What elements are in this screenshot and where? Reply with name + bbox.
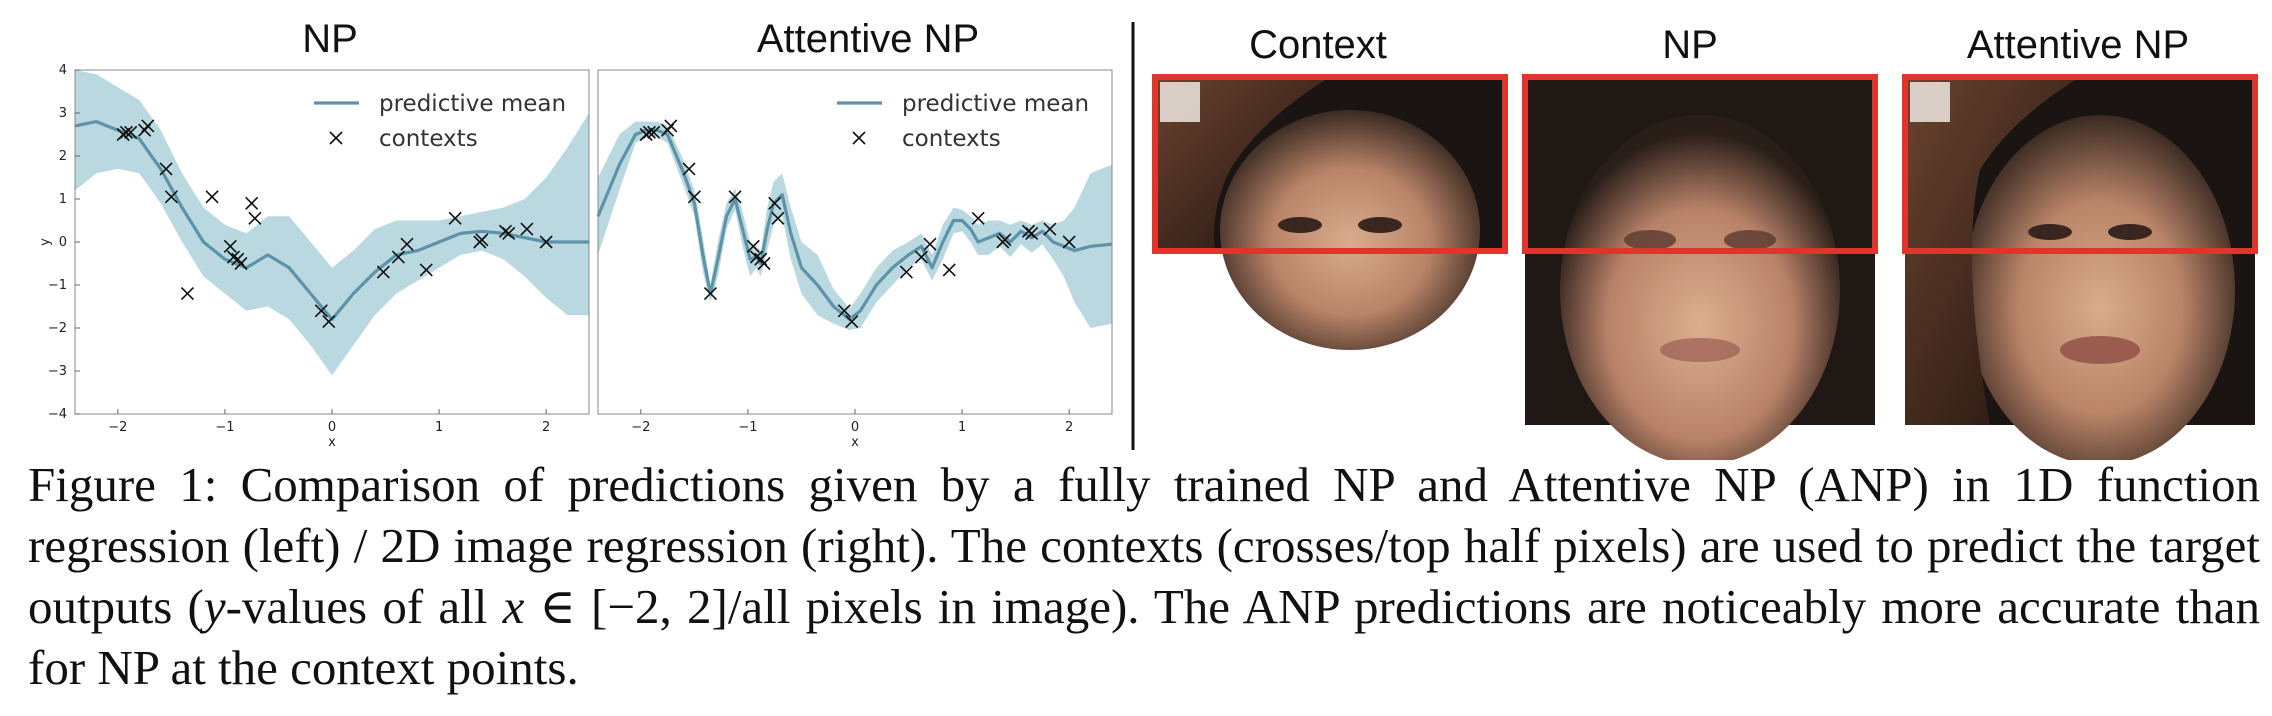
context-point xyxy=(1043,222,1057,236)
caption-text-c: /all pixels in image). The ANP predictio… xyxy=(28,579,2260,695)
context-point xyxy=(914,250,928,264)
np-highlight-box xyxy=(1522,74,1878,254)
anp-highlight-box xyxy=(1902,74,2258,254)
context-point xyxy=(124,125,138,139)
legend-mean-label: predictive mean xyxy=(379,91,566,117)
context-point xyxy=(768,196,782,210)
x-axis-label: x xyxy=(328,435,336,450)
legend-mean-label: predictive mean xyxy=(902,91,1089,117)
chart-title-np: NP xyxy=(302,17,358,61)
context-point xyxy=(942,263,956,277)
context-point xyxy=(419,263,433,277)
figure-panels: NP Attentive NP −2 −1 0 1 2 x −4 −3 −2 −1 0 1 2 3 4 y pr… xyxy=(38,17,2258,460)
x-tick-label: −1 xyxy=(738,420,757,435)
context-point xyxy=(703,287,718,301)
y-tick-label: 0 xyxy=(59,235,67,250)
context-point xyxy=(520,222,534,236)
predictive-mean-line xyxy=(596,128,1113,321)
context-point xyxy=(757,256,771,271)
context-point xyxy=(923,237,937,251)
context-point xyxy=(322,314,336,329)
context-point xyxy=(314,304,328,318)
image-title-context: Context xyxy=(1249,23,1387,67)
context-point xyxy=(223,239,237,253)
x-tick-label: 0 xyxy=(328,420,336,435)
context-point xyxy=(682,162,696,176)
x-tick-label: −2 xyxy=(108,420,127,435)
context-point xyxy=(180,287,195,301)
np-image xyxy=(1522,74,1878,460)
context-point xyxy=(539,235,553,249)
context-image xyxy=(1152,74,1508,350)
context-point xyxy=(998,233,1012,247)
context-point xyxy=(164,190,178,204)
context-point xyxy=(376,265,390,279)
context-point xyxy=(245,196,259,210)
context-point xyxy=(1062,235,1076,249)
context-point xyxy=(205,190,219,204)
context-point xyxy=(687,190,701,204)
context-point xyxy=(159,162,173,176)
chart-anp: −2 −1 0 1 2 x predictive mean contexts xyxy=(596,69,1113,450)
x-tick-label: 0 xyxy=(851,420,859,435)
caption-text-a: Comparison of predictions given by a ful… xyxy=(28,457,2260,634)
x-tick-label: 2 xyxy=(1065,420,1073,435)
figure-caption: Figure 1: Comparison of predictions give… xyxy=(28,454,2260,698)
context-point xyxy=(248,211,262,225)
caption-math-x: x xyxy=(502,579,525,634)
x-tick-label: 1 xyxy=(958,420,966,435)
caption-label: Figure 1: xyxy=(28,457,218,512)
y-tick-label: −4 xyxy=(48,407,67,422)
x-tick-label: −1 xyxy=(215,420,234,435)
x-tick-label: 2 xyxy=(542,420,550,435)
caption-math-interval: ∈ [−2, 2] xyxy=(524,579,728,634)
chart-title-anp: Attentive NP xyxy=(757,17,979,61)
y-tick-label: 2 xyxy=(59,149,67,164)
y-tick-label: −2 xyxy=(48,321,67,336)
context-point xyxy=(728,190,742,204)
y-axis-label: y xyxy=(38,238,53,246)
context-point xyxy=(845,314,859,329)
context-point xyxy=(647,125,661,139)
context-point xyxy=(1025,226,1039,240)
y-tick-label: 4 xyxy=(59,63,67,78)
context-point xyxy=(771,211,785,225)
confidence-band xyxy=(75,70,589,376)
legend-contexts-swatch xyxy=(852,131,866,145)
context-point xyxy=(391,250,405,264)
x-tick-label: −2 xyxy=(631,420,650,435)
context-point xyxy=(899,265,913,279)
caption-math-y: y xyxy=(203,579,226,634)
x-axis-label: x xyxy=(851,435,859,450)
y-tick-label: −1 xyxy=(48,278,67,293)
context-point xyxy=(837,304,851,318)
caption-text-b: -values of all xyxy=(225,579,503,634)
chart-np: −2 −1 0 1 2 x −4 −3 −2 −1 0 1 2 3 4 y predictive mean con… xyxy=(38,63,590,450)
image-title-anp: Attentive NP xyxy=(1967,23,2189,67)
legend-contexts-swatch xyxy=(329,131,343,145)
y-tick-label: 1 xyxy=(59,192,67,207)
context-point xyxy=(400,237,414,251)
x-tick-label: 1 xyxy=(435,420,443,435)
context-point xyxy=(746,239,760,253)
context-point xyxy=(642,125,656,139)
context-point xyxy=(664,119,678,133)
context-point xyxy=(234,256,248,271)
context-highlight-box xyxy=(1152,74,1508,254)
image-title-np: NP xyxy=(1662,23,1718,67)
context-point xyxy=(971,211,985,225)
context-point xyxy=(502,226,516,240)
confidence-band xyxy=(598,121,1112,331)
legend-contexts-label: contexts xyxy=(379,126,478,152)
context-point xyxy=(141,119,155,133)
context-point xyxy=(448,211,462,225)
context-point xyxy=(119,125,133,139)
context-point xyxy=(475,233,489,247)
legend-contexts-label: contexts xyxy=(902,126,1001,152)
y-tick-label: −3 xyxy=(48,364,67,379)
anp-image xyxy=(1902,74,2258,460)
y-tick-label: 3 xyxy=(59,106,67,121)
